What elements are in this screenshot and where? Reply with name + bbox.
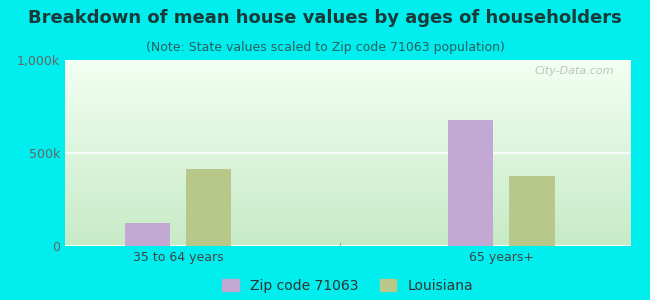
Bar [448,119,493,246]
Bar [186,169,231,246]
Legend: Zip code 71063, Louisiana: Zip code 71063, Louisiana [217,274,478,298]
Bar [125,223,170,246]
Text: Breakdown of mean house values by ages of householders: Breakdown of mean house values by ages o… [28,9,622,27]
Bar [510,176,554,246]
Text: City-Data.com: City-Data.com [534,66,614,76]
Text: (Note: State values scaled to Zip code 71063 population): (Note: State values scaled to Zip code 7… [146,40,504,53]
